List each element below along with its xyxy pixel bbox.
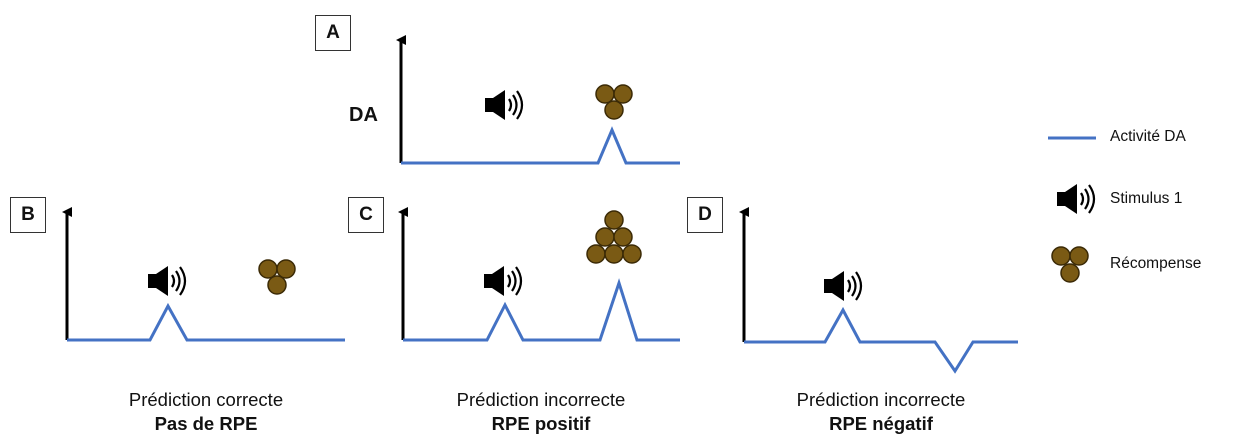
panel-d-chart [739,207,1018,374]
panel-d-caption: Prédiction incorrecte RPE négatif [731,388,1031,436]
panel-b-label: B [10,197,46,233]
panel-b-reward-icon [258,259,296,295]
panel-d-speaker-icon [822,269,863,303]
legend-reward-icon [1051,246,1089,283]
panel-a-label: A [315,15,351,51]
panel-d-label: D [687,197,723,233]
panel-c-caption-line1: Prédiction incorrecte [456,389,626,410]
panel-b-caption: Prédiction correcte Pas de RPE [56,388,356,436]
legend [1048,136,1096,283]
panel-b-chart [62,207,345,342]
legend-stimulus-label: Stimulus 1 [1110,190,1183,207]
panel-a-reward-icon [595,84,633,120]
panel-c-caption-line2: RPE positif [491,413,591,434]
panel-a-trace [401,126,680,165]
legend-speaker-icon [1055,182,1096,216]
panel-d-caption-line1: Prédiction incorrecte [796,389,966,410]
panel-a-chart [396,35,680,165]
panel-b-caption-line1: Prédiction correcte [128,389,284,410]
panel-c-caption: Prédiction incorrecte RPE positif [391,388,691,436]
panel-c-speaker-icon [482,264,523,298]
panel-b-speaker-icon [146,264,187,298]
panel-c-reward-icon [586,210,642,264]
panel-a-speaker-icon [483,88,524,122]
panel-d-trace [744,306,1018,374]
panel-d-caption-line2: RPE négatif [829,413,933,434]
panel-b-caption-line2: Pas de RPE [154,413,258,434]
panel-a-y-label: DA [349,104,378,126]
legend-activity-label: Activité DA [1110,128,1186,145]
panel-c-trace [403,278,680,342]
panel-c-label: C [348,197,384,233]
legend-reward-label: Récompense [1110,255,1202,272]
panel-b-trace [67,302,345,342]
panel-c-chart [398,207,680,342]
